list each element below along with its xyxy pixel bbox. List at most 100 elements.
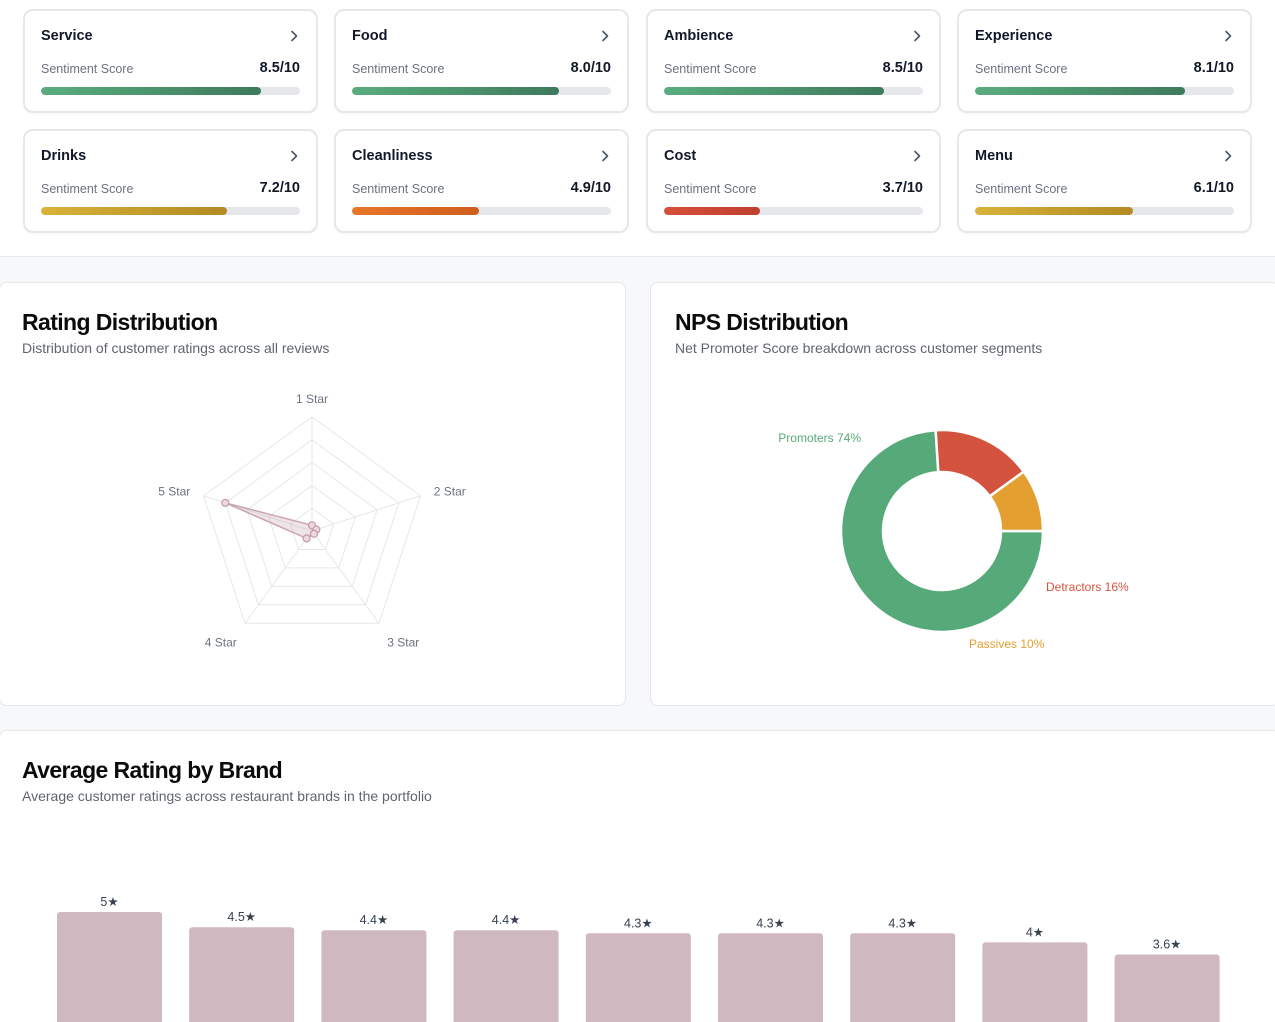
brand-bar-value-label: 3.6★	[1153, 938, 1182, 952]
sentiment-score-label: Sentiment Score	[352, 182, 445, 196]
chevron-right-icon[interactable]	[1222, 29, 1234, 43]
radar-grid-ring	[202, 416, 422, 624]
brand-bar-value-label: 4.4★	[360, 913, 389, 927]
chevron-right-icon[interactable]	[599, 29, 611, 43]
radar-axis-label-4-star: 4 Star	[205, 636, 237, 650]
donut-label-passives-10: Passives 10%	[969, 637, 1045, 651]
radar-axis-label-5-star: 5 Star	[158, 484, 190, 498]
radar-axis-label-3-star: 3 Star	[387, 636, 419, 650]
sentiment-card-ambience[interactable]: Ambience Sentiment Score 8.5/10	[646, 9, 941, 113]
sentiment-progress-fill	[664, 87, 885, 95]
brand-bar[interactable]	[321, 930, 427, 1022]
card-title: Cost	[664, 148, 697, 164]
sentiment-score-value: 8.1/10	[1193, 60, 1234, 76]
brand-bar-value-label: 4.3★	[624, 916, 653, 930]
brand-bar[interactable]	[850, 933, 956, 1022]
brand-bar[interactable]	[1114, 954, 1220, 1022]
sentiment-card-service[interactable]: Service Sentiment Score 8.5/10	[23, 9, 318, 113]
radar-grid-ring	[224, 439, 400, 606]
chevron-right-icon[interactable]	[911, 29, 923, 43]
card-title: Drinks	[41, 148, 87, 164]
sentiment-card-food[interactable]: Food Sentiment Score 8.0/10	[334, 9, 629, 113]
sentiment-progress-fill	[664, 207, 760, 215]
sentiment-progress-fill	[41, 207, 228, 215]
chevron-right-icon[interactable]	[599, 149, 611, 163]
card-title: Food	[352, 28, 388, 44]
sentiment-progress-bar	[352, 87, 611, 95]
sentiment-score-value: 8.5/10	[259, 60, 300, 76]
brand-bar[interactable]	[189, 927, 295, 1022]
sentiment-progress-bar	[41, 87, 300, 95]
donut-label-detractors-16: Detractors 16%	[1046, 580, 1129, 594]
sentiment-card-drinks[interactable]: Drinks Sentiment Score 7.2/10	[23, 129, 318, 233]
sentiment-progress-bar	[975, 207, 1234, 215]
brand-bar[interactable]	[982, 942, 1088, 1022]
sentiment-score-value: 8.0/10	[570, 60, 611, 76]
sentiment-progress-bar	[664, 207, 923, 215]
sentiment-score-value: 4.9/10	[570, 180, 611, 196]
sentiment-score-label: Sentiment Score	[664, 62, 757, 76]
radar-axis-label-2-star: 2 Star	[434, 484, 466, 498]
nps-distribution-panel: NPS Distribution Net Promoter Score brea…	[650, 282, 1275, 706]
donut-slice-promoters-74[interactable]	[839, 428, 1045, 634]
sentiment-score-label: Sentiment Score	[352, 62, 445, 76]
sentiment-progress-fill	[352, 207, 479, 215]
sentiment-card-cleanliness[interactable]: Cleanliness Sentiment Score 4.9/10	[334, 129, 629, 233]
chevron-right-icon[interactable]	[288, 149, 300, 163]
nps-distribution-title: NPS Distribution	[675, 309, 849, 335]
sentiment-score-value: 3.7/10	[882, 180, 923, 196]
donut-slice-passives-10[interactable]	[987, 469, 1045, 533]
radar-spoke	[244, 530, 313, 624]
brand-bar-chart: 5★ 4.5★ 4.4★ 4.4★ 4.3★ 4.3★ 4.3★ 4★ 3.6★	[57, 895, 1220, 1022]
sentiment-progress-bar	[664, 87, 923, 95]
chevron-right-icon[interactable]	[288, 29, 300, 43]
sentiment-score-label: Sentiment Score	[41, 62, 134, 76]
radar-series-area	[224, 502, 318, 540]
sentiment-score-label: Sentiment Score	[975, 62, 1068, 76]
brand-bar-value-label: 4.3★	[756, 916, 785, 930]
sentiment-progress-bar	[352, 207, 611, 215]
sentiment-progress-fill	[41, 87, 262, 95]
nps-distribution-subtitle: Net Promoter Score breakdown across cust…	[675, 340, 1043, 356]
sentiment-score-label: Sentiment Score	[41, 182, 134, 196]
card-title: Ambience	[664, 28, 734, 44]
rating-distribution-panel: Rating Distribution Distribution of cust…	[0, 282, 626, 706]
chevron-right-icon[interactable]	[1222, 149, 1234, 163]
brand-bar-value-label: 5★	[100, 895, 118, 909]
radar-point-3-star[interactable]	[309, 529, 319, 538]
radar-point-4-star[interactable]	[302, 534, 311, 543]
brand-ratings-subtitle: Average customer ratings across restaura…	[22, 788, 432, 804]
radar-grid-ring	[268, 484, 356, 569]
sentiment-progress-fill	[352, 87, 560, 95]
donut-label-promoters-74: Promoters 74%	[778, 431, 861, 445]
card-title: Experience	[975, 28, 1053, 44]
sentiment-card-cost[interactable]: Cost Sentiment Score 3.7/10	[646, 129, 941, 233]
brand-bar[interactable]	[585, 933, 691, 1022]
sentiment-card-experience[interactable]: Experience Sentiment Score 8.1/10	[957, 9, 1252, 113]
sentiment-score-label: Sentiment Score	[664, 182, 757, 196]
sentiment-score-value: 7.2/10	[259, 180, 300, 196]
radar-grid-ring	[246, 461, 378, 587]
donut-chart: Promoters 74% Detractors 16% Passives 10%	[778, 428, 1129, 651]
sentiment-score-label: Sentiment Score	[975, 182, 1068, 196]
card-title: Service	[41, 28, 93, 44]
chevron-right-icon[interactable]	[911, 149, 923, 163]
radar-spoke	[311, 530, 380, 624]
sentiment-progress-fill	[975, 87, 1185, 95]
brand-bar[interactable]	[57, 912, 162, 1022]
sentiment-score-value: 6.1/10	[1193, 180, 1234, 196]
sentiment-card-menu[interactable]: Menu Sentiment Score 6.1/10	[957, 129, 1252, 233]
radar-spoke	[311, 495, 421, 532]
rating-distribution-subtitle: Distribution of customer ratings across …	[22, 340, 330, 356]
radar-chart: 1 Star 2 Star 3 Star 4 Star 5 Star	[158, 392, 466, 650]
radar-point-5-star[interactable]	[221, 498, 230, 507]
brand-bar[interactable]	[453, 930, 559, 1022]
sentiment-panel: Service Sentiment Score 8.5/10 Food Sentimen…	[0, 0, 1275, 257]
radar-axis-label-1-star: 1 Star	[296, 392, 328, 406]
card-title: Cleanliness	[352, 148, 433, 164]
sentiment-progress-fill	[975, 207, 1133, 215]
sentiment-score-value: 8.5/10	[882, 60, 923, 76]
brand-bar-value-label: 4★	[1026, 925, 1044, 939]
brand-bar[interactable]	[718, 933, 823, 1022]
